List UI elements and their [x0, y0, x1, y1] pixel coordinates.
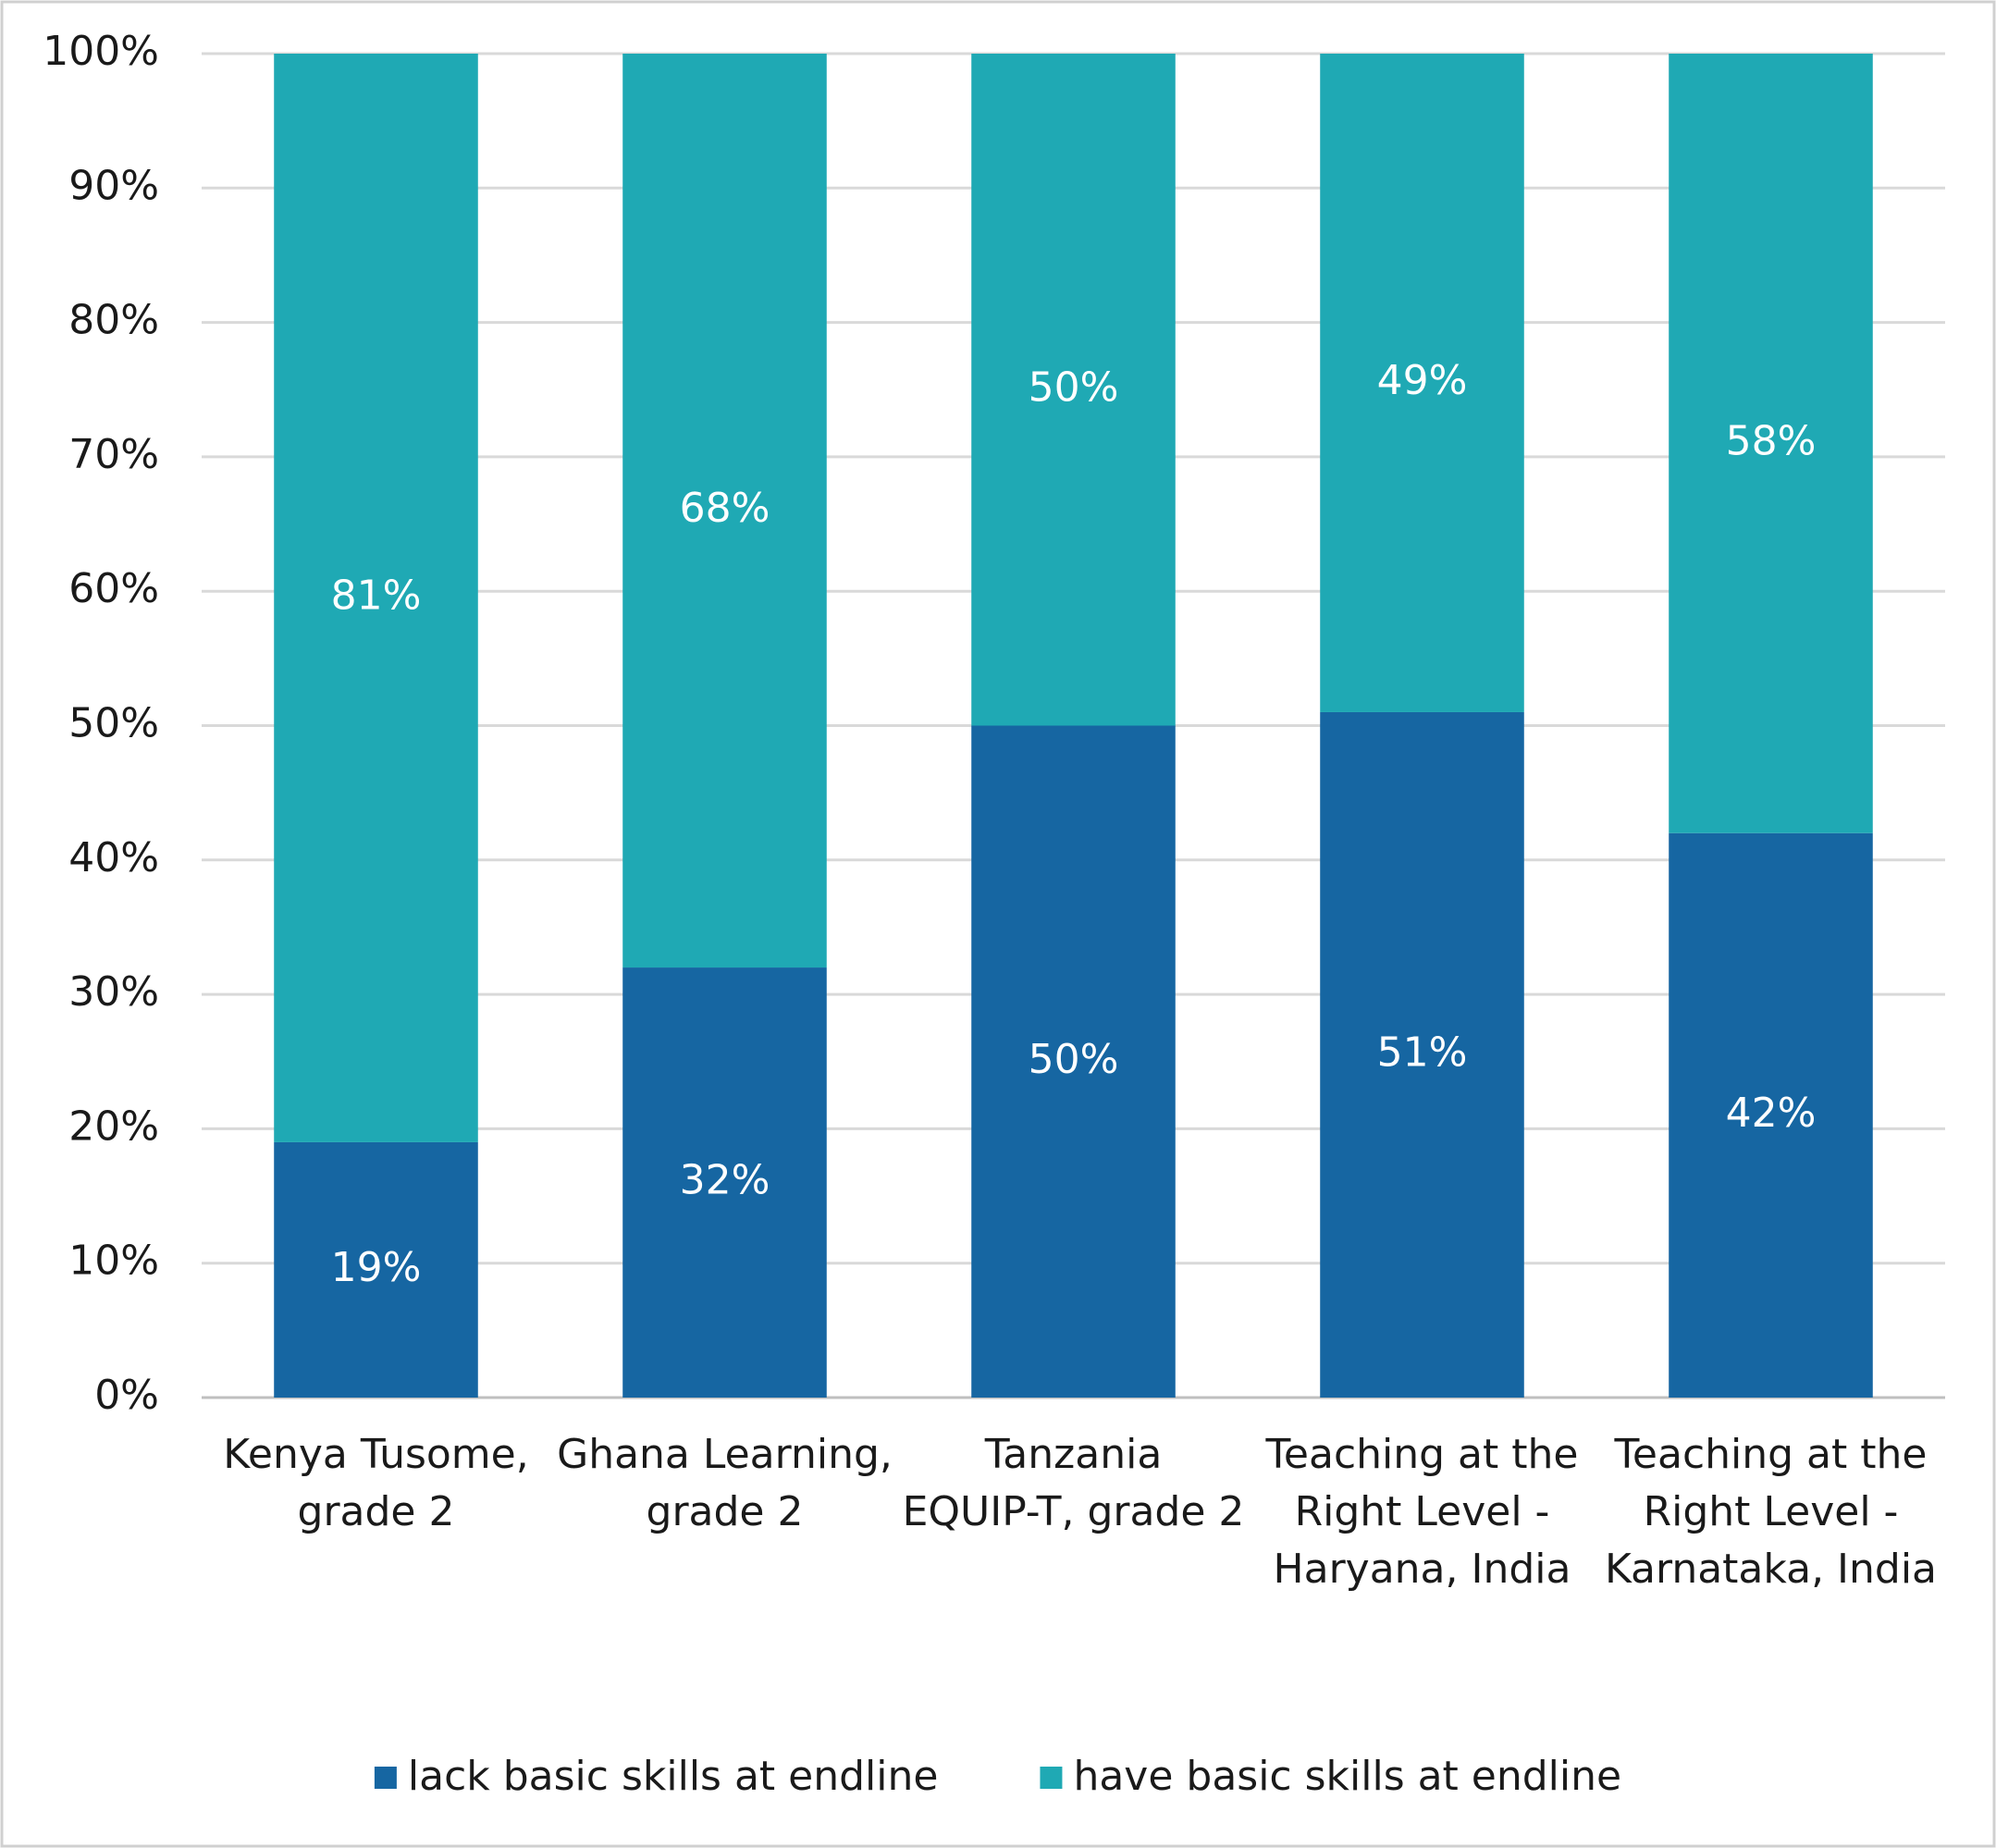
legend-swatch	[1040, 1767, 1063, 1789]
x-tick-label: Ghana Learning, grade 2	[557, 1431, 893, 1535]
x-tick-label: Teaching at the Right Level - Haryana, Ind…	[1265, 1431, 1579, 1593]
bar-segment	[971, 725, 1176, 1398]
x-tick-label-line: Haryana, India	[1274, 1546, 1571, 1593]
value-label: 50%	[1029, 363, 1119, 411]
x-tick-label-line: Ghana Learning,	[557, 1431, 893, 1478]
y-tick-label: 100%	[43, 28, 159, 75]
x-tick-label: Tanzania EQUIP-T, grade 2	[903, 1431, 1245, 1535]
value-label: 58%	[1726, 417, 1817, 464]
bar-segment	[1669, 54, 1873, 833]
x-tick-label-line: Karnataka, India	[1605, 1546, 1937, 1593]
bar-segment	[622, 54, 827, 968]
bar-segment	[622, 967, 827, 1398]
value-label: 68%	[680, 485, 770, 532]
bar-segment	[1669, 832, 1873, 1398]
y-tick-label: 50%	[68, 700, 159, 747]
bar-segment	[1320, 711, 1524, 1398]
y-tick-label: 20%	[68, 1103, 159, 1150]
x-tick-label: Kenya Tusome, grade 2	[223, 1431, 528, 1535]
y-tick-label: 30%	[68, 968, 159, 1016]
y-tick-label: 10%	[68, 1238, 159, 1285]
value-label: 32%	[680, 1157, 770, 1204]
bar-segment	[274, 1141, 478, 1398]
y-tick-label: 0%	[94, 1372, 159, 1419]
value-label: 49%	[1377, 357, 1468, 404]
bar-segment	[971, 54, 1176, 726]
legend-label: lack basic skills at endline	[408, 1753, 939, 1800]
value-label: 81%	[331, 572, 422, 619]
x-tick-label-line: EQUIP-T, grade 2	[903, 1488, 1245, 1535]
legend: lack basic skills at endline have basic s…	[374, 1753, 1621, 1800]
x-tick-label-line: Teaching at the	[1614, 1431, 1928, 1478]
y-tick-label: 90%	[68, 162, 159, 209]
legend-label: have basic skills at endline	[1073, 1753, 1621, 1800]
value-label: 42%	[1726, 1090, 1817, 1137]
x-tick-label-line: Teaching at the	[1265, 1431, 1579, 1478]
y-tick-label: 80%	[68, 297, 159, 344]
bar-segment	[1320, 54, 1524, 712]
x-tick-label-line: grade 2	[298, 1488, 455, 1535]
y-tick-label: 60%	[68, 565, 159, 612]
x-tick-label-line: Kenya Tusome,	[223, 1431, 528, 1478]
x-tick-label-line: Right Level -	[1644, 1488, 1899, 1535]
bar-segment	[274, 54, 478, 1142]
legend-swatch	[374, 1767, 397, 1789]
y-tick-label: 40%	[68, 834, 159, 881]
y-tick-label: 70%	[68, 431, 159, 478]
value-label: 19%	[331, 1244, 422, 1291]
value-label: 51%	[1377, 1029, 1468, 1076]
x-tick-label: Teaching at the Right Level - Karnataka, I…	[1605, 1431, 1937, 1593]
x-tick-label-line: Right Level -	[1295, 1488, 1550, 1535]
value-label: 50%	[1029, 1036, 1119, 1083]
x-tick-label-line: grade 2	[647, 1488, 804, 1535]
x-tick-label-line: Tanzania	[984, 1431, 1163, 1478]
